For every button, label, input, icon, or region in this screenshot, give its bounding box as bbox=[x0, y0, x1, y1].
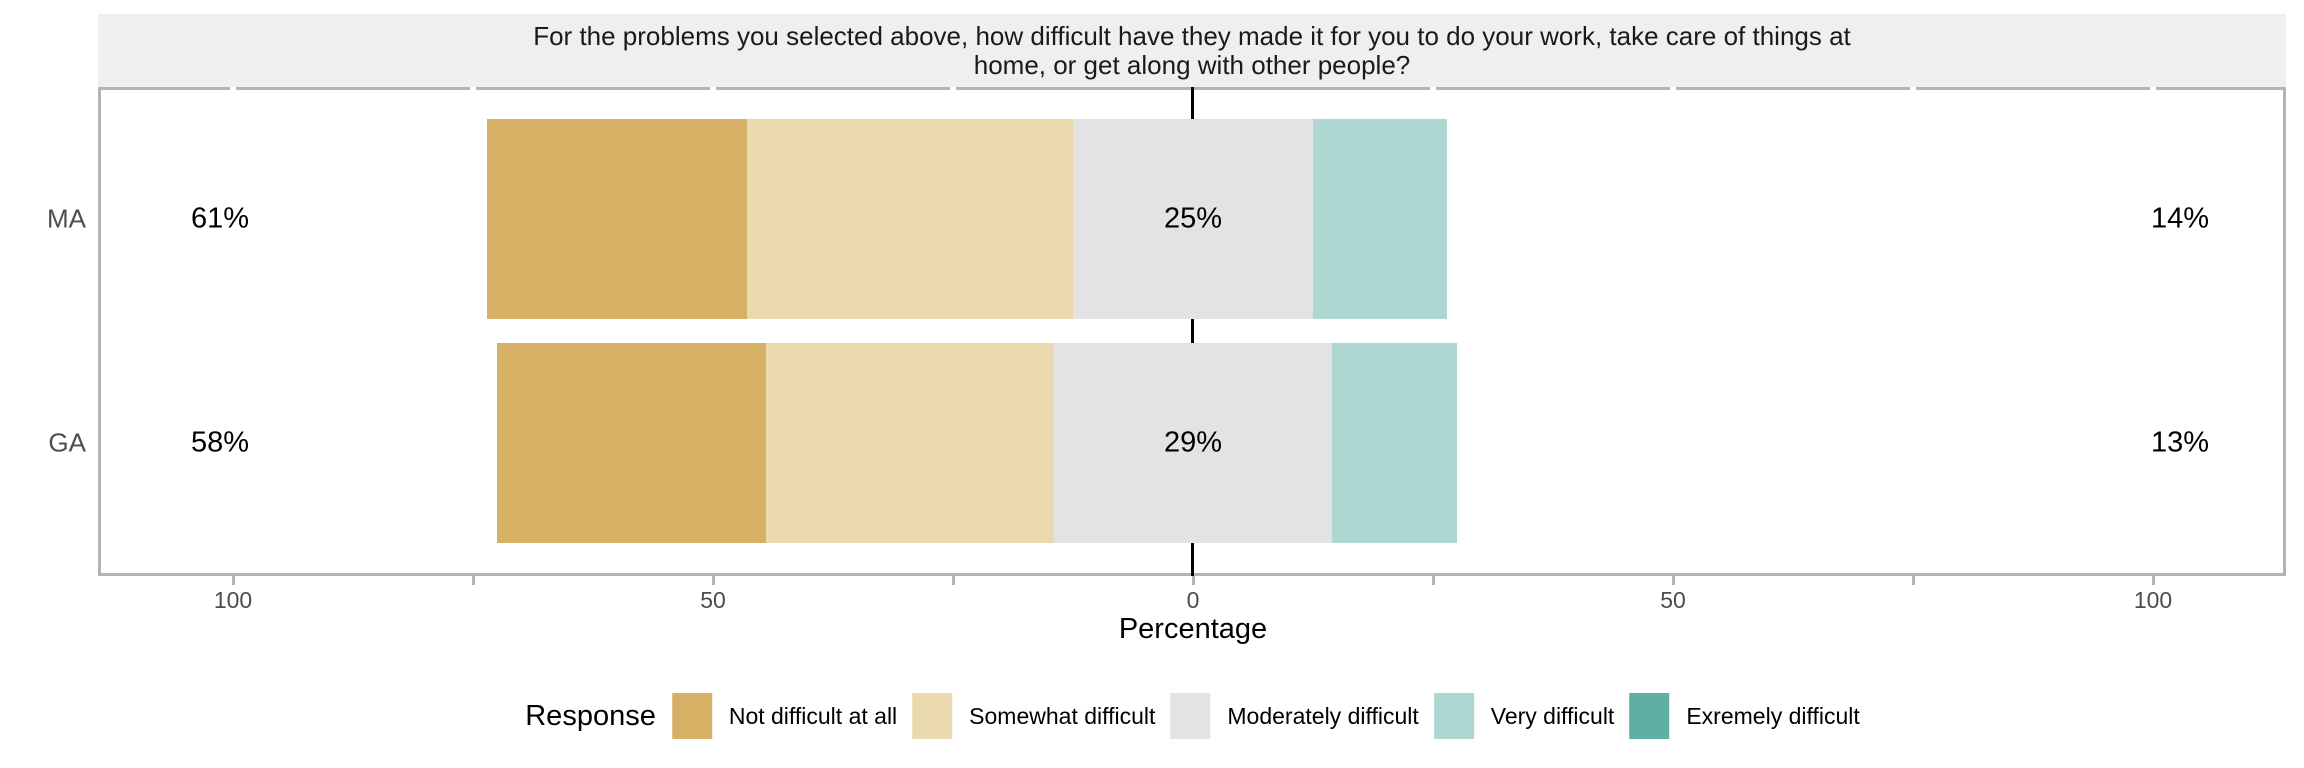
legend-title: Response bbox=[525, 699, 656, 732]
x-axis-tick bbox=[1671, 576, 1675, 585]
legend-key-swatch bbox=[1629, 693, 1670, 739]
x-axis-tick bbox=[951, 576, 955, 585]
chart-title-line2: home, or get along with other people? bbox=[973, 49, 1411, 80]
x-axis-tick bbox=[1911, 576, 1915, 585]
gridline-border-gap bbox=[1670, 87, 1676, 90]
legend-item-label: Very difficult bbox=[1490, 702, 1615, 729]
ma-positive-total-label: 14% bbox=[2150, 202, 2210, 235]
bar-segment-ma-3 bbox=[1073, 119, 1313, 319]
ma-neutral-label: 25% bbox=[1163, 202, 1223, 235]
gridline-border-gap bbox=[470, 87, 476, 90]
bar-segment-ga-3 bbox=[1053, 343, 1333, 543]
gridline-border-gap bbox=[710, 87, 716, 90]
x-axis-tick-label: 0 bbox=[1186, 587, 1200, 613]
legend-key-swatch bbox=[1433, 693, 1474, 739]
x-axis-tick-label: 100 bbox=[2133, 587, 2173, 613]
ga-negative-total-label: 58% bbox=[190, 426, 250, 459]
legend-key-swatch bbox=[671, 693, 712, 739]
bar-segment-ma-4 bbox=[1313, 119, 1448, 319]
gridline-border-gap bbox=[1910, 87, 1916, 90]
x-axis-tick bbox=[471, 576, 475, 585]
gridline-border-gap bbox=[950, 87, 956, 90]
legend-item-label: Exremely difficult bbox=[1686, 702, 1860, 729]
y-axis-label-ma: MA bbox=[47, 203, 86, 234]
legend-key-swatch bbox=[912, 693, 953, 739]
chart-title-strip: For the problems you selected above, how… bbox=[98, 14, 2286, 87]
bar-segment-ga-1 bbox=[497, 343, 766, 543]
bar-segment-ga-2 bbox=[765, 343, 1054, 543]
legend-item-3: Moderately difficult bbox=[1170, 693, 1419, 739]
x-axis-tick bbox=[711, 576, 715, 585]
bar-segment-ma-1 bbox=[487, 119, 747, 319]
x-axis-title: Percentage bbox=[1118, 613, 1268, 645]
gridline-border-gap bbox=[2150, 87, 2156, 90]
x-axis-tick-label: 50 bbox=[1660, 587, 1686, 613]
x-axis-tick bbox=[1191, 576, 1195, 585]
legend-item-label: Not difficult at all bbox=[728, 702, 898, 729]
y-axis-label-ga: GA bbox=[48, 427, 86, 458]
ga-neutral-label: 29% bbox=[1163, 426, 1223, 459]
ga-positive-total-label: 13% bbox=[2150, 426, 2210, 459]
x-axis-tick bbox=[2151, 576, 2155, 585]
legend-key-swatch bbox=[1170, 693, 1211, 739]
gridline-border-gap bbox=[230, 87, 236, 90]
legend-item-label: Somewhat difficult bbox=[969, 702, 1156, 729]
bar-segment-ma-2 bbox=[746, 119, 1073, 319]
legend-item-4: Very difficult bbox=[1433, 693, 1615, 739]
gridline-border-gap bbox=[1430, 87, 1436, 90]
legend-item-2: Somewhat difficult bbox=[912, 693, 1155, 739]
legend-items: Not difficult at all Somewhat difficult Mo… bbox=[671, 693, 1875, 739]
zero-reference-line bbox=[1191, 87, 1194, 576]
x-axis-tick bbox=[231, 576, 235, 585]
legend-item-5: Exremely difficult bbox=[1629, 693, 1860, 739]
x-axis-tick-label: 100 bbox=[213, 587, 253, 613]
x-axis-tick-label: 50 bbox=[700, 587, 726, 613]
bar-segment-ga-4 bbox=[1332, 343, 1457, 543]
x-axis-tick bbox=[1431, 576, 1435, 585]
chart-title-line1: For the problems you selected above, how… bbox=[533, 20, 1851, 51]
ma-negative-total-label: 61% bbox=[190, 202, 250, 235]
legend-item-1: Not difficult at all bbox=[671, 693, 898, 739]
legend-item-label: Moderately difficult bbox=[1227, 702, 1419, 729]
legend: Response Not difficult at all Somewhat di… bbox=[525, 690, 1875, 742]
